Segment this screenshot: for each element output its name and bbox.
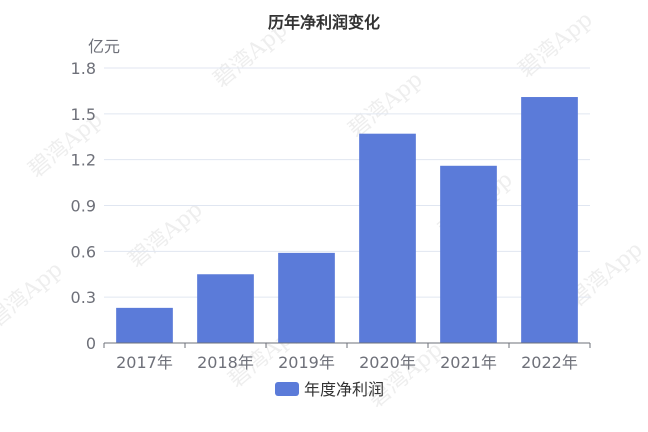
- y-tick-label: 0.3: [71, 288, 96, 307]
- bar[interactable]: [197, 274, 254, 343]
- bar[interactable]: [278, 252, 335, 343]
- watermark-text: 碧湾App: [364, 337, 448, 413]
- x-tick-label: 2020年: [359, 353, 416, 372]
- legend-swatch[interactable]: [275, 382, 299, 396]
- x-tick-label: 2019年: [278, 353, 335, 372]
- watermark-text: 碧湾App: [124, 197, 208, 273]
- bar[interactable]: [440, 165, 497, 343]
- bar[interactable]: [521, 97, 578, 344]
- y-axis-ticks: 0 0.3 0.6 0.9 1.2 1.5 1.8: [71, 59, 96, 353]
- y-tick-label: 0.9: [71, 197, 96, 216]
- legend[interactable]: 年度净利润: [275, 380, 384, 399]
- bars: [116, 97, 578, 344]
- chart-title: 历年净利润变化: [268, 13, 380, 32]
- watermark-text: 碧湾App: [514, 7, 598, 83]
- x-tick-label: 2018年: [197, 353, 254, 372]
- watermark-text: 碧湾App: [0, 257, 68, 333]
- y-tick-label: 0.6: [71, 242, 96, 261]
- y-tick-label: 1.2: [71, 151, 96, 170]
- y-tick-label: 0: [86, 334, 96, 353]
- y-axis-unit: 亿元: [88, 37, 120, 56]
- bar[interactable]: [116, 307, 173, 343]
- legend-label[interactable]: 年度净利润: [304, 380, 384, 399]
- y-tick-label: 1.8: [71, 59, 96, 78]
- bar[interactable]: [359, 133, 416, 343]
- y-tick-label: 1.5: [71, 105, 96, 124]
- watermark-text: 碧湾App: [344, 67, 428, 143]
- x-tick-label: 2017年: [116, 353, 173, 372]
- x-tick-label: 2021年: [440, 353, 497, 372]
- x-axis: 2017年 2018年 2019年 2020年 2021年 2022年: [103, 342, 591, 372]
- x-tick-label: 2022年: [521, 353, 578, 372]
- gridlines: [104, 67, 590, 298]
